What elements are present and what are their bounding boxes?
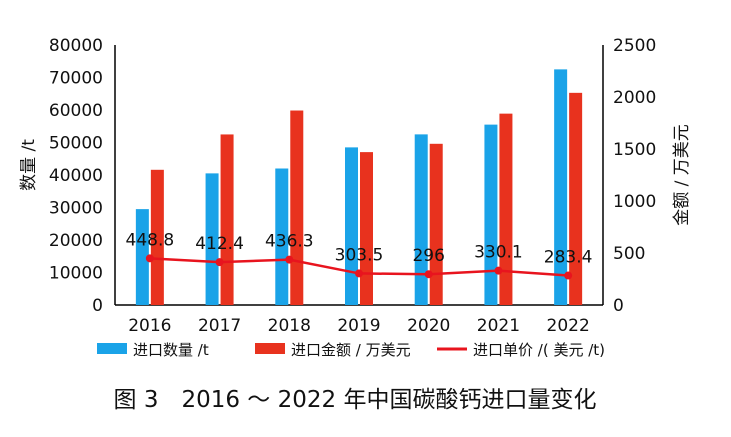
left-tick-label: 10000 bbox=[49, 264, 103, 284]
price-point bbox=[355, 269, 363, 278]
bar-quantity-2017 bbox=[205, 173, 219, 305]
bar-amount-2020 bbox=[429, 143, 443, 305]
left-tick-label: 60000 bbox=[49, 101, 103, 121]
bar-quantity-2022 bbox=[554, 69, 568, 305]
bar-amount-2019 bbox=[360, 152, 373, 305]
price-point bbox=[564, 271, 573, 280]
left-tick-label: 0 bbox=[92, 296, 103, 316]
price-data-label: 330.1 bbox=[474, 243, 523, 263]
bar-amount-2021 bbox=[499, 113, 513, 305]
price-point bbox=[215, 258, 224, 267]
bar-quantity-2020 bbox=[414, 134, 428, 305]
x-tick-label: 2016 bbox=[128, 316, 171, 336]
x-tick-label: 2017 bbox=[198, 316, 241, 336]
right-tick-labels: 0 500 1000 1500 2000 2500 bbox=[613, 36, 656, 316]
price-data-label: 303.5 bbox=[335, 245, 384, 265]
x-tick-label: 2019 bbox=[337, 316, 380, 336]
right-tick-label: 1500 bbox=[613, 140, 656, 160]
right-tick-label: 2000 bbox=[613, 88, 656, 108]
x-tick-label: 2022 bbox=[547, 316, 590, 336]
left-tick-label: 30000 bbox=[49, 199, 103, 219]
legend-label: 进口金额 / 万美元 bbox=[291, 341, 411, 359]
legend-swatch bbox=[97, 343, 127, 354]
price-data-label: 448.8 bbox=[126, 230, 175, 250]
left-tick-label: 50000 bbox=[49, 134, 103, 154]
bar-quantity-2019 bbox=[345, 147, 358, 305]
price-data-label: 436.3 bbox=[265, 232, 314, 252]
right-tick-label: 1000 bbox=[613, 192, 656, 212]
right-tick-label: 500 bbox=[613, 244, 645, 264]
left-tick-labels: 0 10000 20000 30000 40000 50000 60000 70000 8000… bbox=[49, 36, 103, 316]
axes bbox=[114, 45, 604, 306]
price-line-layer: 448.8 412.4 436.3 303.5 296 330.1 283.4 bbox=[126, 230, 593, 280]
price-data-label: 283.4 bbox=[544, 248, 593, 268]
price-point bbox=[424, 270, 433, 279]
bar-amount-2016 bbox=[150, 169, 164, 305]
right-tick-label: 0 bbox=[613, 296, 624, 316]
right-axis-title: 金额 / 万美元 bbox=[672, 124, 692, 226]
price-data-label: 412.4 bbox=[195, 234, 244, 254]
price-point bbox=[285, 255, 294, 264]
left-tick-label: 70000 bbox=[49, 69, 103, 89]
bar-amount-2017 bbox=[220, 134, 234, 305]
left-tick-label: 80000 bbox=[49, 36, 103, 56]
legend: 进口数量 /t 进口金额 / 万美元 进口单价 /( 美元 /t) bbox=[97, 341, 605, 359]
figure-caption: 图 3 2016 ～ 2022 年中国碳酸钙进口量变化 bbox=[114, 387, 597, 413]
legend-label: 进口单价 /( 美元 /t) bbox=[473, 341, 605, 359]
bar-quantity-2021 bbox=[484, 124, 498, 305]
bar-amount-2018 bbox=[290, 110, 304, 306]
price-point bbox=[145, 254, 154, 263]
x-tick-label: 2020 bbox=[407, 316, 450, 336]
x-tick-labels: 2016 2017 2018 2019 2020 2021 2022 bbox=[128, 316, 590, 336]
x-tick-label: 2018 bbox=[268, 316, 311, 336]
bar-quantity-2018 bbox=[275, 168, 289, 305]
left-tick-label: 40000 bbox=[49, 166, 103, 186]
left-axis-title: 数量 /t bbox=[19, 139, 39, 191]
right-tick-label: 2500 bbox=[613, 36, 656, 56]
x-tick-label: 2021 bbox=[477, 316, 520, 336]
price-point bbox=[494, 266, 503, 275]
bars bbox=[135, 69, 583, 306]
bar-quantity-2016 bbox=[135, 209, 149, 305]
bar-amount-2022 bbox=[569, 92, 583, 305]
price-data-label: 296 bbox=[412, 246, 444, 266]
legend-label: 进口数量 /t bbox=[133, 341, 209, 359]
legend-swatch bbox=[255, 343, 285, 354]
left-tick-label: 20000 bbox=[49, 231, 103, 251]
